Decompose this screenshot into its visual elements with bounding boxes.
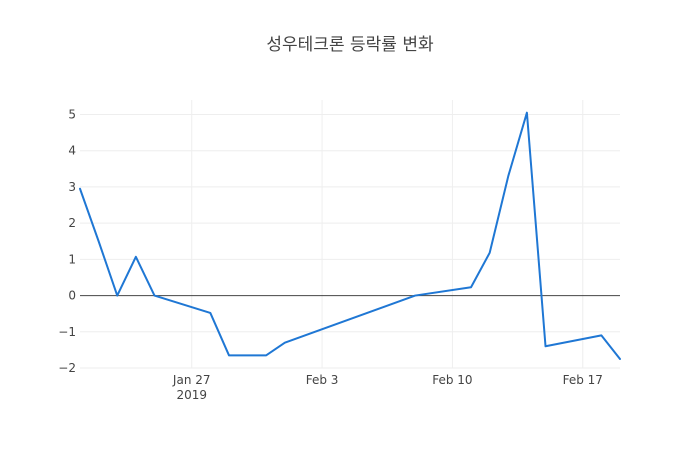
- x-tick-label: Feb 10: [432, 373, 472, 387]
- y-tick-label: 1: [68, 252, 76, 266]
- x-tick-label: Feb 3: [306, 373, 339, 387]
- series-line: [79, 111, 621, 360]
- y-tick-label: 5: [68, 107, 76, 121]
- chart-title: 성우테크론 등락률 변화: [266, 35, 434, 55]
- y-tick-label: 3: [68, 180, 76, 194]
- y-tick-label: 2: [68, 216, 76, 230]
- y-tick-label: −1: [58, 325, 76, 339]
- x-tick-label: Jan 27: [172, 373, 211, 387]
- y-tick-label: 4: [68, 144, 76, 158]
- series-layer: [79, 111, 621, 360]
- y-tick-label: 0: [68, 289, 76, 303]
- y-tick-label: −2: [58, 361, 76, 375]
- x-tick-sublabel: 2019: [176, 388, 207, 402]
- x-tick-label: Feb 17: [563, 373, 603, 387]
- grid-layer: [80, 100, 620, 369]
